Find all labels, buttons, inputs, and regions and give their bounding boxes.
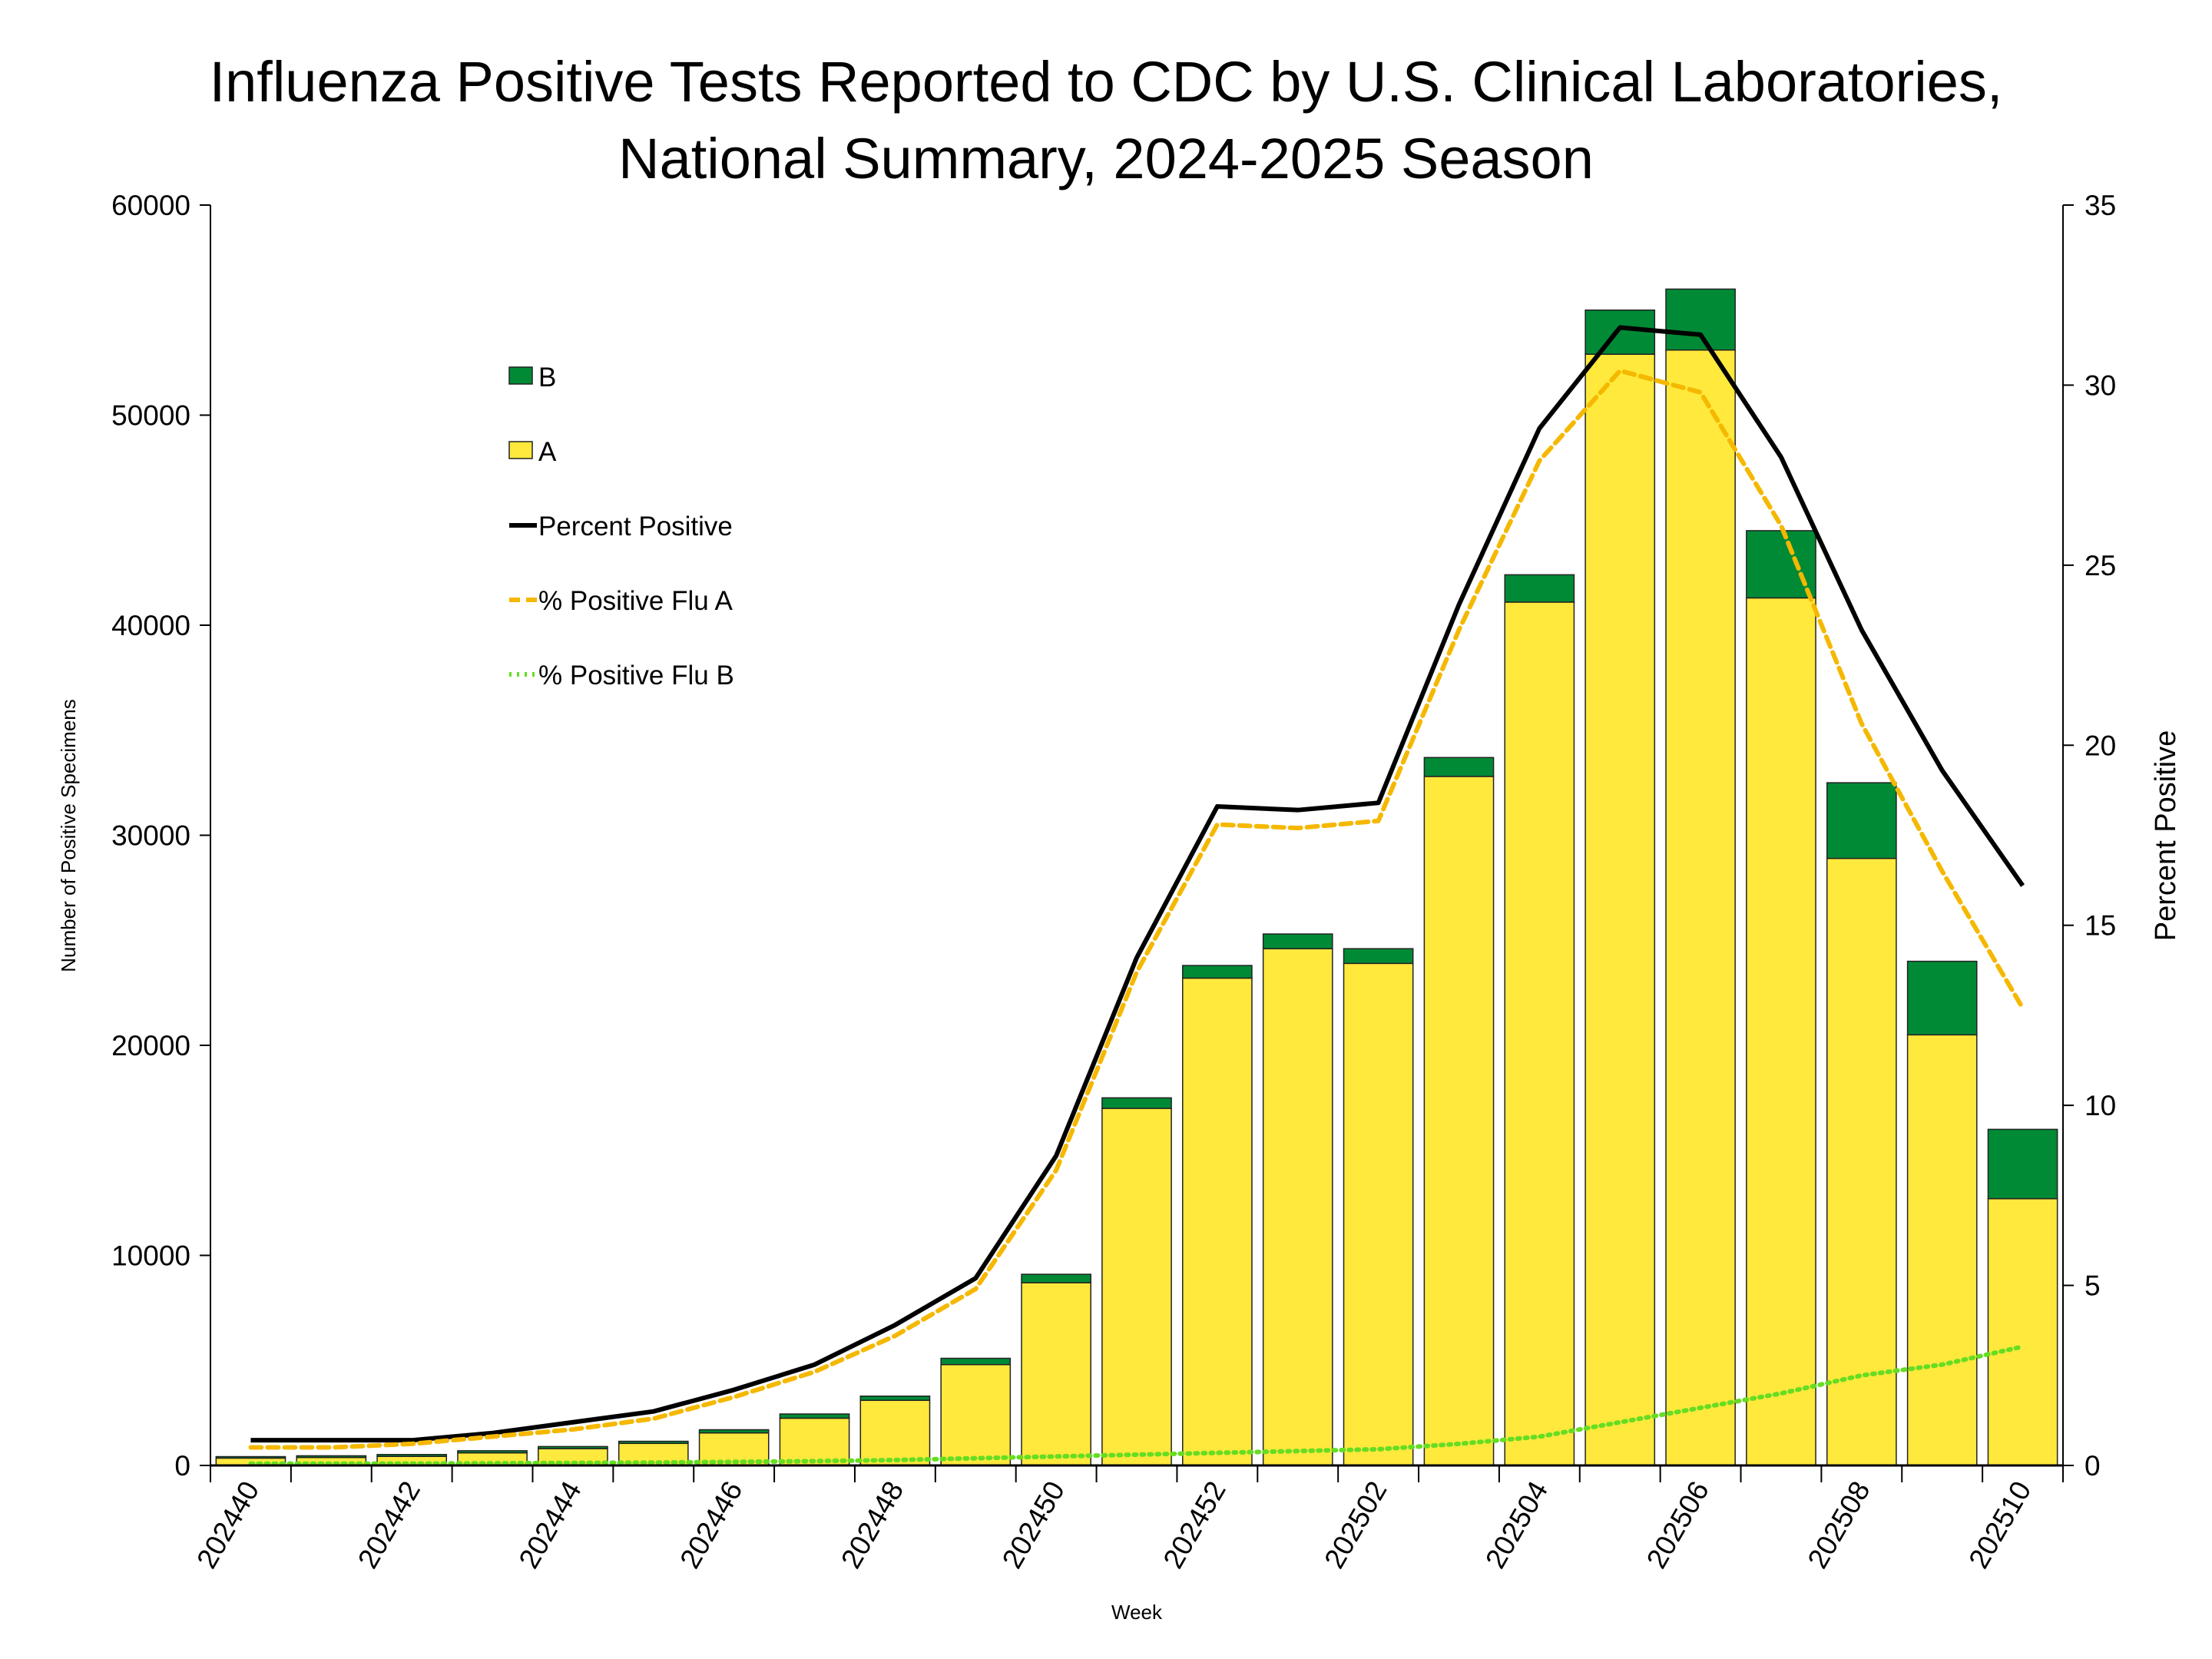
y-tick-label: 10000 xyxy=(111,1240,190,1272)
bars-group xyxy=(215,288,2058,1466)
y2-tick-label: 0 xyxy=(2085,1450,2101,1482)
bar-b-202444 xyxy=(538,1445,608,1449)
legend-swatch-a xyxy=(508,441,533,459)
x-tick-label: 202450 xyxy=(996,1476,1071,1574)
y2-tick-label: 20 xyxy=(2085,730,2116,761)
bar-b-202506 xyxy=(1665,288,1736,351)
bar-a-202504 xyxy=(1504,601,1575,1466)
bar-a-202510 xyxy=(1987,1197,2058,1466)
bar-b-202449 xyxy=(940,1357,1012,1366)
x-tick-label: 202510 xyxy=(1962,1476,2037,1574)
bar-a-202502 xyxy=(1343,962,1414,1466)
bar-a-202506 xyxy=(1665,349,1736,1466)
x-tick-label: 202504 xyxy=(1479,1476,1554,1574)
legend-label: B xyxy=(538,363,556,392)
y2-tick-label: 15 xyxy=(2085,910,2116,942)
legend-label: % Positive Flu A xyxy=(538,586,733,616)
bar-a-202452 xyxy=(1182,977,1253,1466)
x-tick-label: 202442 xyxy=(352,1476,426,1574)
chart-title-line-1: Influenza Positive Tests Reported to CDC… xyxy=(210,50,2003,114)
x-tick-label: 202440 xyxy=(190,1476,265,1574)
y2-tick-label: 5 xyxy=(2085,1270,2101,1302)
bar-a-202501 xyxy=(1262,948,1333,1466)
y-tick-label: 0 xyxy=(174,1450,190,1482)
x-tick-label: 202508 xyxy=(1802,1476,1876,1574)
bar-a-202450 xyxy=(1021,1282,1091,1466)
line--positive-flu-b xyxy=(248,1344,2025,1466)
y-tick-label: 30000 xyxy=(111,820,190,852)
x-tick-label: 202448 xyxy=(835,1476,909,1574)
x-tick-label: 202446 xyxy=(674,1476,748,1574)
bar-b-202503 xyxy=(1423,757,1495,777)
bar-b-202440 xyxy=(215,1455,286,1459)
bar-b-202445 xyxy=(618,1440,689,1445)
bar-a-202447 xyxy=(779,1417,850,1466)
x-tick-label: 202452 xyxy=(1157,1476,1232,1574)
bar-b-202502 xyxy=(1343,948,1414,965)
legend: B A Percent Positive % Positive Flu A % Posi… xyxy=(508,363,734,690)
bar-b-202447 xyxy=(779,1413,850,1419)
y-tick-label: 50000 xyxy=(111,400,190,432)
bar-a-202507 xyxy=(1746,597,1816,1466)
bar-b-202509 xyxy=(1906,960,1978,1036)
lines-group xyxy=(248,325,2025,1466)
x-tick-label: 202506 xyxy=(1641,1476,1715,1574)
y-tick-label: 40000 xyxy=(111,610,190,641)
x-tick-label: 202444 xyxy=(513,1476,588,1574)
bar-b-202451 xyxy=(1101,1097,1172,1109)
bar-a-202451 xyxy=(1101,1108,1172,1466)
bar-b-202442 xyxy=(376,1454,448,1457)
y2-tick-label: 10 xyxy=(2085,1090,2116,1121)
y2-tick-label: 30 xyxy=(2085,369,2116,401)
bar-b-202508 xyxy=(1826,782,1897,859)
bar-b-202505 xyxy=(1584,310,1656,355)
bar-b-202450 xyxy=(1021,1273,1091,1283)
bar-b-202452 xyxy=(1182,965,1253,979)
line-percent-positive xyxy=(250,325,2025,1443)
line--positive-flu-a xyxy=(248,368,2025,1450)
bar-b-202507 xyxy=(1746,530,1816,599)
chart-title-line-2: National Summary, 2024-2025 Season xyxy=(618,127,1594,190)
bar-b-202443 xyxy=(457,1450,528,1454)
y-axis-label: Number of Positive Specimens xyxy=(57,699,80,972)
bar-a-202503 xyxy=(1423,776,1495,1466)
bar-b-202446 xyxy=(698,1429,770,1434)
bar-b-202448 xyxy=(859,1395,931,1401)
bar-a-202508 xyxy=(1826,857,1897,1466)
legend-label: A xyxy=(538,437,557,467)
bar-b-202501 xyxy=(1262,933,1333,949)
legend-label: Percent Positive xyxy=(538,512,733,541)
y2-tick-label: 25 xyxy=(2085,550,2116,581)
bar-b-202510 xyxy=(1987,1128,2058,1200)
legend-label: % Positive Flu B xyxy=(538,661,734,690)
bar-a-202509 xyxy=(1906,1034,1978,1466)
y-tick-label: 60000 xyxy=(111,190,190,221)
x-axis-label: Week xyxy=(1111,1601,1163,1624)
bar-a-202448 xyxy=(859,1399,931,1466)
y2-axis-label: Percent Positive xyxy=(2150,730,2182,942)
bar-a-202449 xyxy=(940,1363,1012,1466)
legend-swatch-b xyxy=(508,366,533,385)
bar-b-202504 xyxy=(1504,574,1575,603)
y2-tick-label: 35 xyxy=(2085,190,2116,221)
bar-a-202505 xyxy=(1584,353,1656,1466)
bar-b-202441 xyxy=(296,1455,367,1459)
x-tick-label: 202502 xyxy=(1318,1476,1392,1574)
y-tick-label: 20000 xyxy=(111,1030,190,1061)
